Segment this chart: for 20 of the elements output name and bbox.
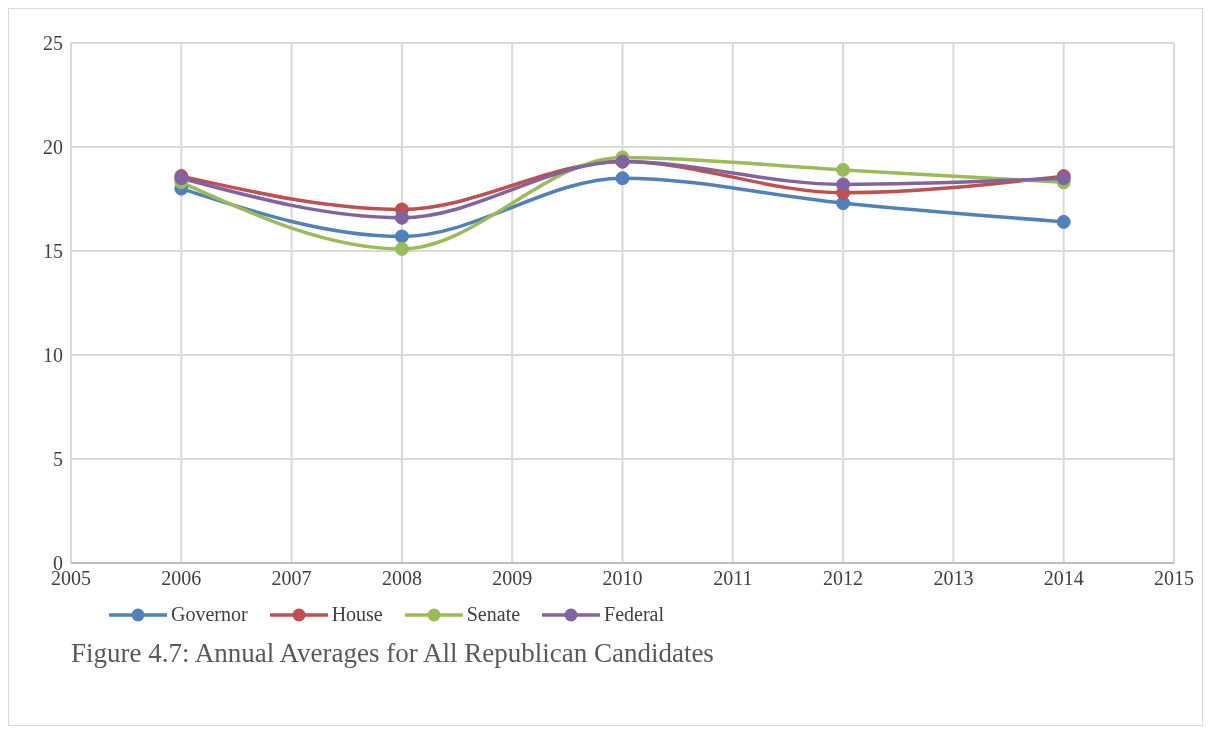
legend-label: Senate xyxy=(466,603,521,626)
text: Figure 4.7: Annual Averages for All Republican Candidates xyxy=(71,638,715,669)
legend-label: Federal xyxy=(604,603,665,626)
x-tick-label: 2015 xyxy=(1154,567,1194,590)
y-tick-label: 20 xyxy=(43,136,63,159)
x-tick-label: 2013 xyxy=(933,567,974,590)
x-tick-label: 2009 xyxy=(492,567,533,590)
legend-label: Governor xyxy=(171,603,248,626)
y-tick-label: 15 xyxy=(43,240,63,263)
x-tick-label: 2011 xyxy=(713,567,753,590)
y-tick-label: 5 xyxy=(53,448,63,471)
x-tick-label: 2010 xyxy=(602,567,643,590)
y-tick-label: 25 xyxy=(43,32,63,55)
x-tick-label: 2007 xyxy=(271,567,312,590)
y-tick-label: 10 xyxy=(43,344,63,367)
x-tick-label: 2014 xyxy=(1043,567,1084,590)
x-tick-label: 2008 xyxy=(381,567,422,590)
x-tick-label: 2006 xyxy=(161,567,202,590)
legend-label: House xyxy=(331,603,383,626)
x-tick-label: 2012 xyxy=(823,567,864,590)
